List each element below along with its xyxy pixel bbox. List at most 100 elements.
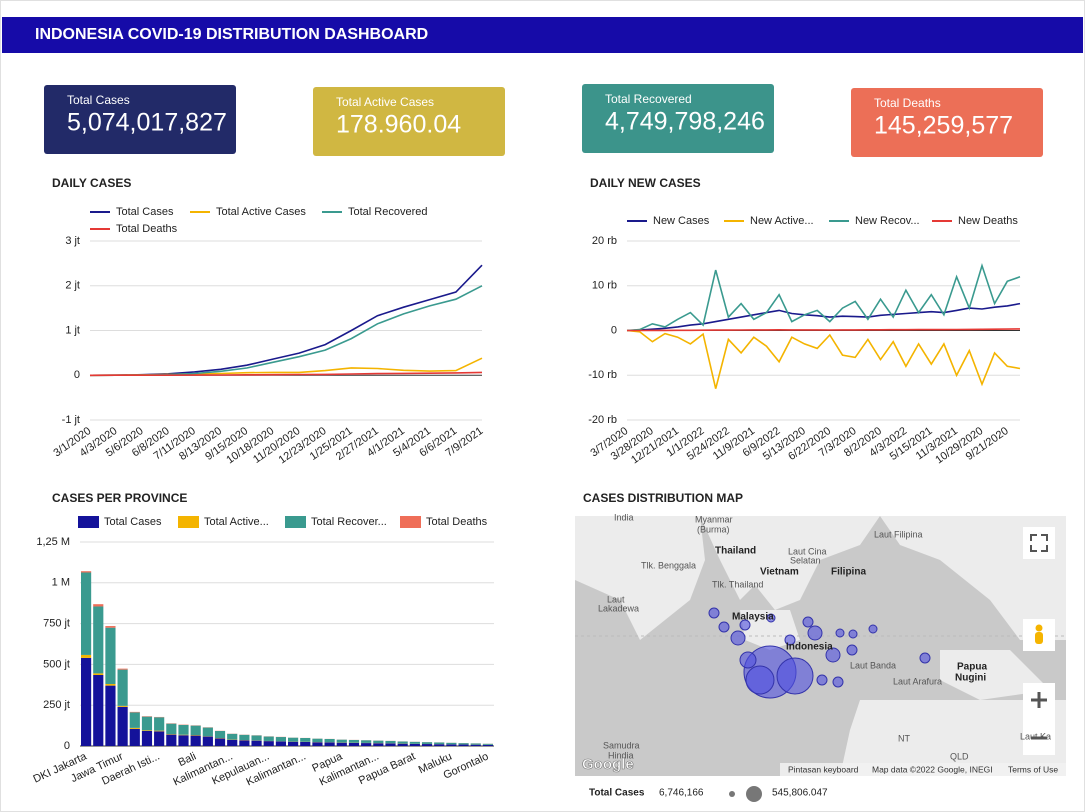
map-bubble [868, 624, 878, 634]
kpi-value: 145,259,577 [874, 112, 1013, 140]
bar [373, 743, 384, 746]
bar [421, 744, 433, 746]
map-land [840, 700, 1066, 776]
bar [93, 606, 104, 674]
bar [482, 743, 493, 745]
bar [129, 712, 140, 728]
y-tick-label: 750 jt [43, 618, 70, 630]
bar [93, 673, 104, 676]
kpi-card [313, 87, 505, 156]
bar [105, 626, 116, 628]
y-tick-label: 2 jt [65, 280, 80, 292]
map-bubble [816, 674, 828, 686]
map-bubble [832, 676, 844, 688]
kpi-label: Total Recovered [605, 92, 692, 106]
map-bubble [919, 652, 931, 664]
header-bar [2, 17, 1083, 53]
kpi-card [582, 84, 774, 153]
bar [446, 744, 457, 746]
map[interactable] [575, 516, 1066, 776]
bar [117, 668, 128, 670]
bar [105, 627, 116, 684]
pegman-icon [1035, 632, 1043, 644]
map-legend-dot [729, 791, 735, 797]
line-series [89, 371, 483, 377]
map-bubble [745, 665, 775, 695]
bar [409, 743, 420, 746]
map-bubble [739, 619, 751, 631]
bar [214, 738, 226, 746]
bar [336, 739, 347, 743]
bar [190, 725, 201, 736]
kpi-card [851, 88, 1043, 157]
map-label: (Burma) [697, 524, 730, 534]
bar [239, 740, 250, 746]
y-tick-label: 3 jt [65, 235, 80, 247]
kpi-label: Total Cases [67, 93, 130, 107]
y-tick-label: 1,25 M [36, 536, 70, 548]
map-bubble [708, 607, 720, 619]
line-series [626, 262, 1021, 332]
bar [129, 728, 140, 746]
map-land [575, 516, 705, 640]
map-bubble [718, 621, 730, 633]
map-legend-max: 545,806.047 [772, 788, 828, 799]
bar [93, 675, 104, 746]
bar [105, 685, 116, 746]
line-series [627, 328, 1021, 332]
kpi-value: 178.960.04 [336, 111, 461, 139]
map-bubble [802, 616, 814, 628]
fullscreen-button[interactable] [1023, 527, 1055, 559]
bar [202, 727, 213, 737]
legend-swatch [178, 516, 199, 528]
map-bubble [766, 613, 776, 623]
map-label: Laut [607, 594, 625, 604]
bar [421, 742, 433, 744]
legend-label: Total Active Cases [216, 206, 306, 218]
legend-swatch [78, 516, 99, 528]
bar [288, 737, 299, 742]
kpi-value: 5,074,017,827 [67, 109, 227, 137]
map-label: Malaysia [732, 612, 774, 623]
bar [214, 730, 226, 739]
bar [166, 723, 177, 735]
legend-label: Total Active... [204, 516, 269, 528]
bar [129, 727, 140, 729]
bar [93, 604, 104, 607]
bar [117, 706, 128, 746]
line-series [626, 329, 1021, 389]
bar [361, 740, 372, 743]
bar [227, 739, 238, 746]
bar [434, 744, 445, 746]
legend-label: New Cases [653, 215, 710, 227]
legend-label: New Recov... [855, 215, 920, 227]
y-tick-label: 0 [64, 740, 70, 752]
legend-label: Total Cases [104, 516, 162, 528]
bar [275, 737, 286, 742]
bar [385, 740, 396, 744]
bar [81, 571, 92, 573]
map-attribution: Map data ©2022 Google, INEGI [872, 764, 993, 774]
map-label: Selatan [790, 555, 821, 565]
y-tick-label: -10 rb [588, 369, 617, 381]
bar [81, 572, 92, 655]
zoom-in[interactable] [1031, 692, 1047, 708]
bar [251, 740, 262, 746]
legend-label: Total Recover... [311, 516, 387, 528]
map-legend-dot [746, 786, 762, 802]
bar [263, 741, 274, 746]
map-bubble [825, 647, 841, 663]
map-land [880, 516, 1066, 640]
bar [154, 731, 165, 746]
map-label: Vietnam [760, 567, 799, 578]
map-bubble [776, 657, 814, 695]
bar [336, 742, 347, 746]
bar [190, 735, 201, 746]
y-tick-label: 20 rb [592, 235, 617, 247]
y-tick-label: 0 [611, 324, 617, 336]
y-tick-label: 10 rb [592, 280, 617, 292]
map-bubble [730, 630, 746, 646]
y-tick-label: 500 jt [43, 658, 70, 670]
kpi-card [44, 85, 236, 154]
y-tick-label: -20 rb [588, 414, 617, 426]
